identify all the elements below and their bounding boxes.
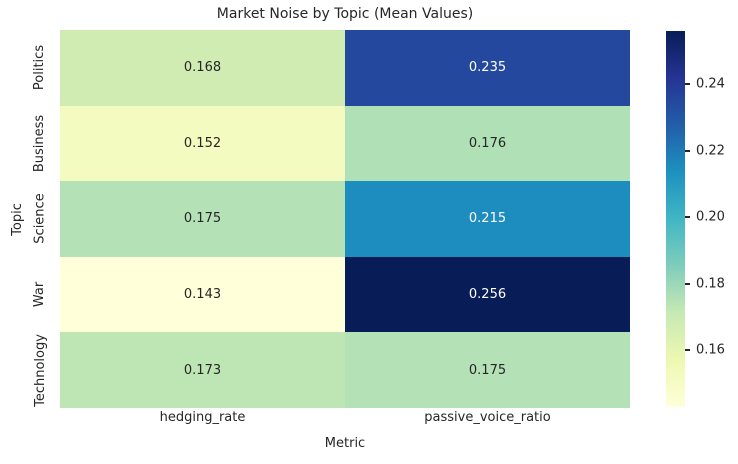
colorbar-tick-label: 0.18 (696, 276, 725, 292)
colorbar (666, 31, 685, 407)
y-tick-label: Technology (32, 333, 48, 407)
heatmap-cell: 0.235 (345, 30, 630, 106)
heatmap-cell: 0.175 (60, 181, 345, 257)
y-tick-label: Business (32, 114, 48, 173)
y-tick-label: War (32, 281, 48, 308)
y-tick-label: Politics (32, 45, 48, 91)
x-tick-label: hedging_rate (159, 410, 246, 425)
heatmap-cell: 0.152 (60, 105, 345, 182)
heatmap-cell: 0.175 (345, 332, 630, 408)
heatmap-cell: 0.173 (60, 332, 345, 408)
colorbar-tick-label: 0.22 (696, 143, 725, 159)
y-axis-label: Topic (9, 202, 25, 236)
y-tick-label: Science (32, 193, 48, 245)
heatmap-cell: 0.176 (345, 105, 630, 182)
heatmap-cell: 0.143 (60, 256, 345, 333)
heatmap-cell: 0.168 (60, 30, 345, 106)
colorbar-tick-mark (685, 83, 690, 86)
heatmap-grid: 0.168 0.235 0.152 0.176 0.175 0.215 0.143 0.256… (60, 30, 630, 408)
colorbar-tick-mark (685, 216, 690, 219)
x-tick-label: passive_voice_ratio (424, 410, 551, 425)
chart-title: Market Noise by Topic (Mean Values) (216, 6, 474, 22)
colorbar-tick-label: 0.20 (696, 209, 725, 225)
heatmap-cell: 0.256 (345, 256, 630, 333)
colorbar-tick-mark (685, 149, 690, 152)
colorbar-tick-label: 0.24 (696, 76, 725, 92)
heatmap-cell: 0.215 (345, 181, 630, 257)
colorbar-tick-label: 0.16 (696, 342, 725, 358)
colorbar-tick-mark (685, 349, 690, 352)
x-axis-label: Metric (324, 436, 366, 451)
colorbar-tick-mark (685, 282, 690, 285)
